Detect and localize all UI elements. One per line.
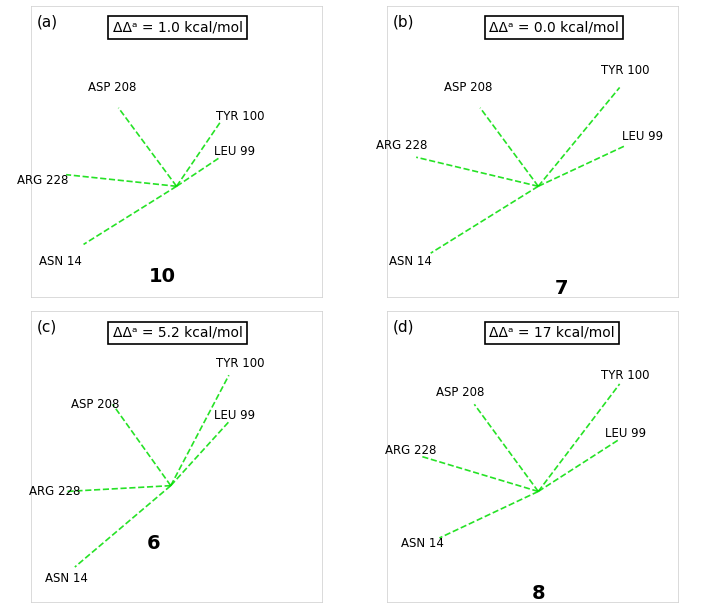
Text: (b): (b) [393, 15, 415, 30]
Text: ΔΔᵃ = 17 kcal/mol: ΔΔᵃ = 17 kcal/mol [489, 326, 615, 340]
Text: ASN 14: ASN 14 [39, 255, 82, 268]
Text: ΔΔᵃ = 5.2 kcal/mol: ΔΔᵃ = 5.2 kcal/mol [113, 326, 242, 340]
Text: TYR 100: TYR 100 [601, 63, 649, 77]
Text: ASN 14: ASN 14 [389, 255, 432, 268]
Text: ASP 208: ASP 208 [445, 81, 493, 94]
Text: ΔΔᵃ = 1.0 kcal/mol: ΔΔᵃ = 1.0 kcal/mol [113, 21, 242, 35]
Text: LEU 99: LEU 99 [623, 130, 664, 143]
Text: ASP 208: ASP 208 [89, 81, 137, 94]
Text: ARG 228: ARG 228 [17, 174, 69, 187]
Text: ΔΔᵃ = 0.0 kcal/mol: ΔΔᵃ = 0.0 kcal/mol [489, 21, 619, 35]
Text: LEU 99: LEU 99 [214, 145, 255, 158]
Text: LEU 99: LEU 99 [214, 409, 255, 423]
Text: 8: 8 [532, 584, 545, 603]
Text: (c): (c) [37, 320, 57, 335]
Text: ASP 208: ASP 208 [435, 386, 484, 399]
Text: 6: 6 [147, 534, 160, 553]
Text: ASN 14: ASN 14 [401, 537, 443, 550]
Text: ARG 228: ARG 228 [29, 485, 80, 498]
Text: (d): (d) [393, 320, 415, 335]
Text: ASN 14: ASN 14 [45, 572, 87, 585]
Text: LEU 99: LEU 99 [605, 427, 646, 440]
Text: 10: 10 [148, 267, 176, 286]
Text: ARG 228: ARG 228 [385, 444, 436, 457]
Text: (a): (a) [37, 15, 58, 30]
Text: ARG 228: ARG 228 [376, 139, 428, 152]
Text: 7: 7 [554, 278, 568, 297]
Text: TYR 100: TYR 100 [216, 357, 264, 370]
Text: ASP 208: ASP 208 [71, 398, 119, 411]
Text: TYR 100: TYR 100 [601, 368, 649, 382]
Text: TYR 100: TYR 100 [216, 110, 264, 123]
